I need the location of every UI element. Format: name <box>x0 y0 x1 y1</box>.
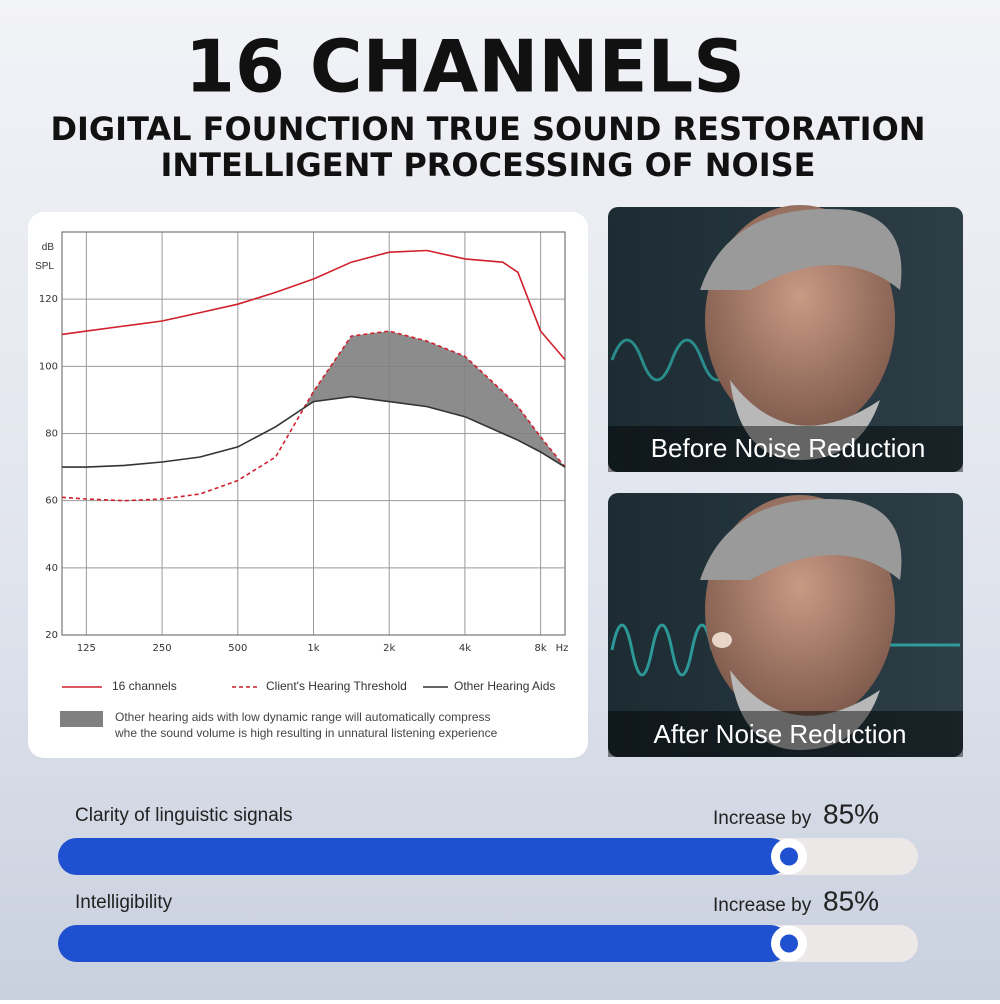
photo: Before Noise Reduction <box>608 205 963 472</box>
series-line <box>62 395 566 468</box>
annotation-text: whe the sound volume is high resulting i… <box>114 726 498 740</box>
y-axis-label-box: dB SPL <box>35 242 54 272</box>
x-tick-label: 2k <box>383 643 395 654</box>
chart: 20 40 60 80 100 120 125 250 500 1k 2k 4k 8k Hz 16 chan… <box>39 231 569 740</box>
x-tick-label: 500 <box>228 643 247 654</box>
progress-knob-dot <box>780 934 798 953</box>
metric-label: Intelligibility <box>75 892 173 913</box>
progress-bar <box>58 925 789 962</box>
metric-prefix: Increase by <box>713 895 812 916</box>
series-line <box>61 249 566 361</box>
x-tick-label: 4k <box>459 643 471 654</box>
metric-prefix: Increase by <box>713 808 812 829</box>
metrics: Clarity of linguistic signals Increase by… <box>58 798 918 962</box>
annotation-text: Other hearing aids with low dynamic rang… <box>115 710 491 724</box>
x-tick-label: 1k <box>307 643 319 654</box>
chart-card <box>28 212 588 758</box>
x-tick-label: 250 <box>153 643 172 654</box>
y-tick-label: 40 <box>45 563 58 574</box>
y-tick-label: 20 <box>45 630 58 641</box>
title: 16 CHANNELS <box>185 25 745 109</box>
subtitle: DIGITAL FOUNCTION TRUE SOUND RESTORATION <box>51 110 926 148</box>
x-axis-label: Hz <box>556 643 569 654</box>
y-tick-label: 120 <box>39 294 58 305</box>
y-tick-label: 60 <box>45 496 58 507</box>
plot-frame <box>61 231 566 636</box>
metric-value: 85% <box>823 885 879 916</box>
y-axis-label: dB SPL <box>35 242 54 272</box>
legend-label: Client's Hearing Threshold <box>266 679 407 693</box>
progress-knob-dot <box>780 847 798 866</box>
series-line <box>61 330 566 502</box>
legend-label: 16 channels <box>112 679 177 693</box>
legend-label: Other Hearing Aids <box>454 679 555 693</box>
subtitle: INTELLIGENT PROCESSING OF NOISE <box>161 146 816 184</box>
photo-caption: After Noise Reduction <box>654 719 907 749</box>
metric-value: 85% <box>823 798 879 829</box>
compression-area <box>304 331 565 468</box>
annotation-swatch <box>60 711 103 727</box>
photo-caption: Before Noise Reduction <box>651 433 926 463</box>
photo: After Noise Reduction <box>608 493 963 757</box>
metric-label: Clarity of linguistic signals <box>75 805 293 826</box>
x-tick-label: 8k <box>535 643 547 654</box>
y-tick-label: 80 <box>45 429 58 440</box>
x-tick-label: 125 <box>77 643 96 654</box>
progress-bar <box>58 838 789 875</box>
y-tick-label: 100 <box>39 361 58 372</box>
